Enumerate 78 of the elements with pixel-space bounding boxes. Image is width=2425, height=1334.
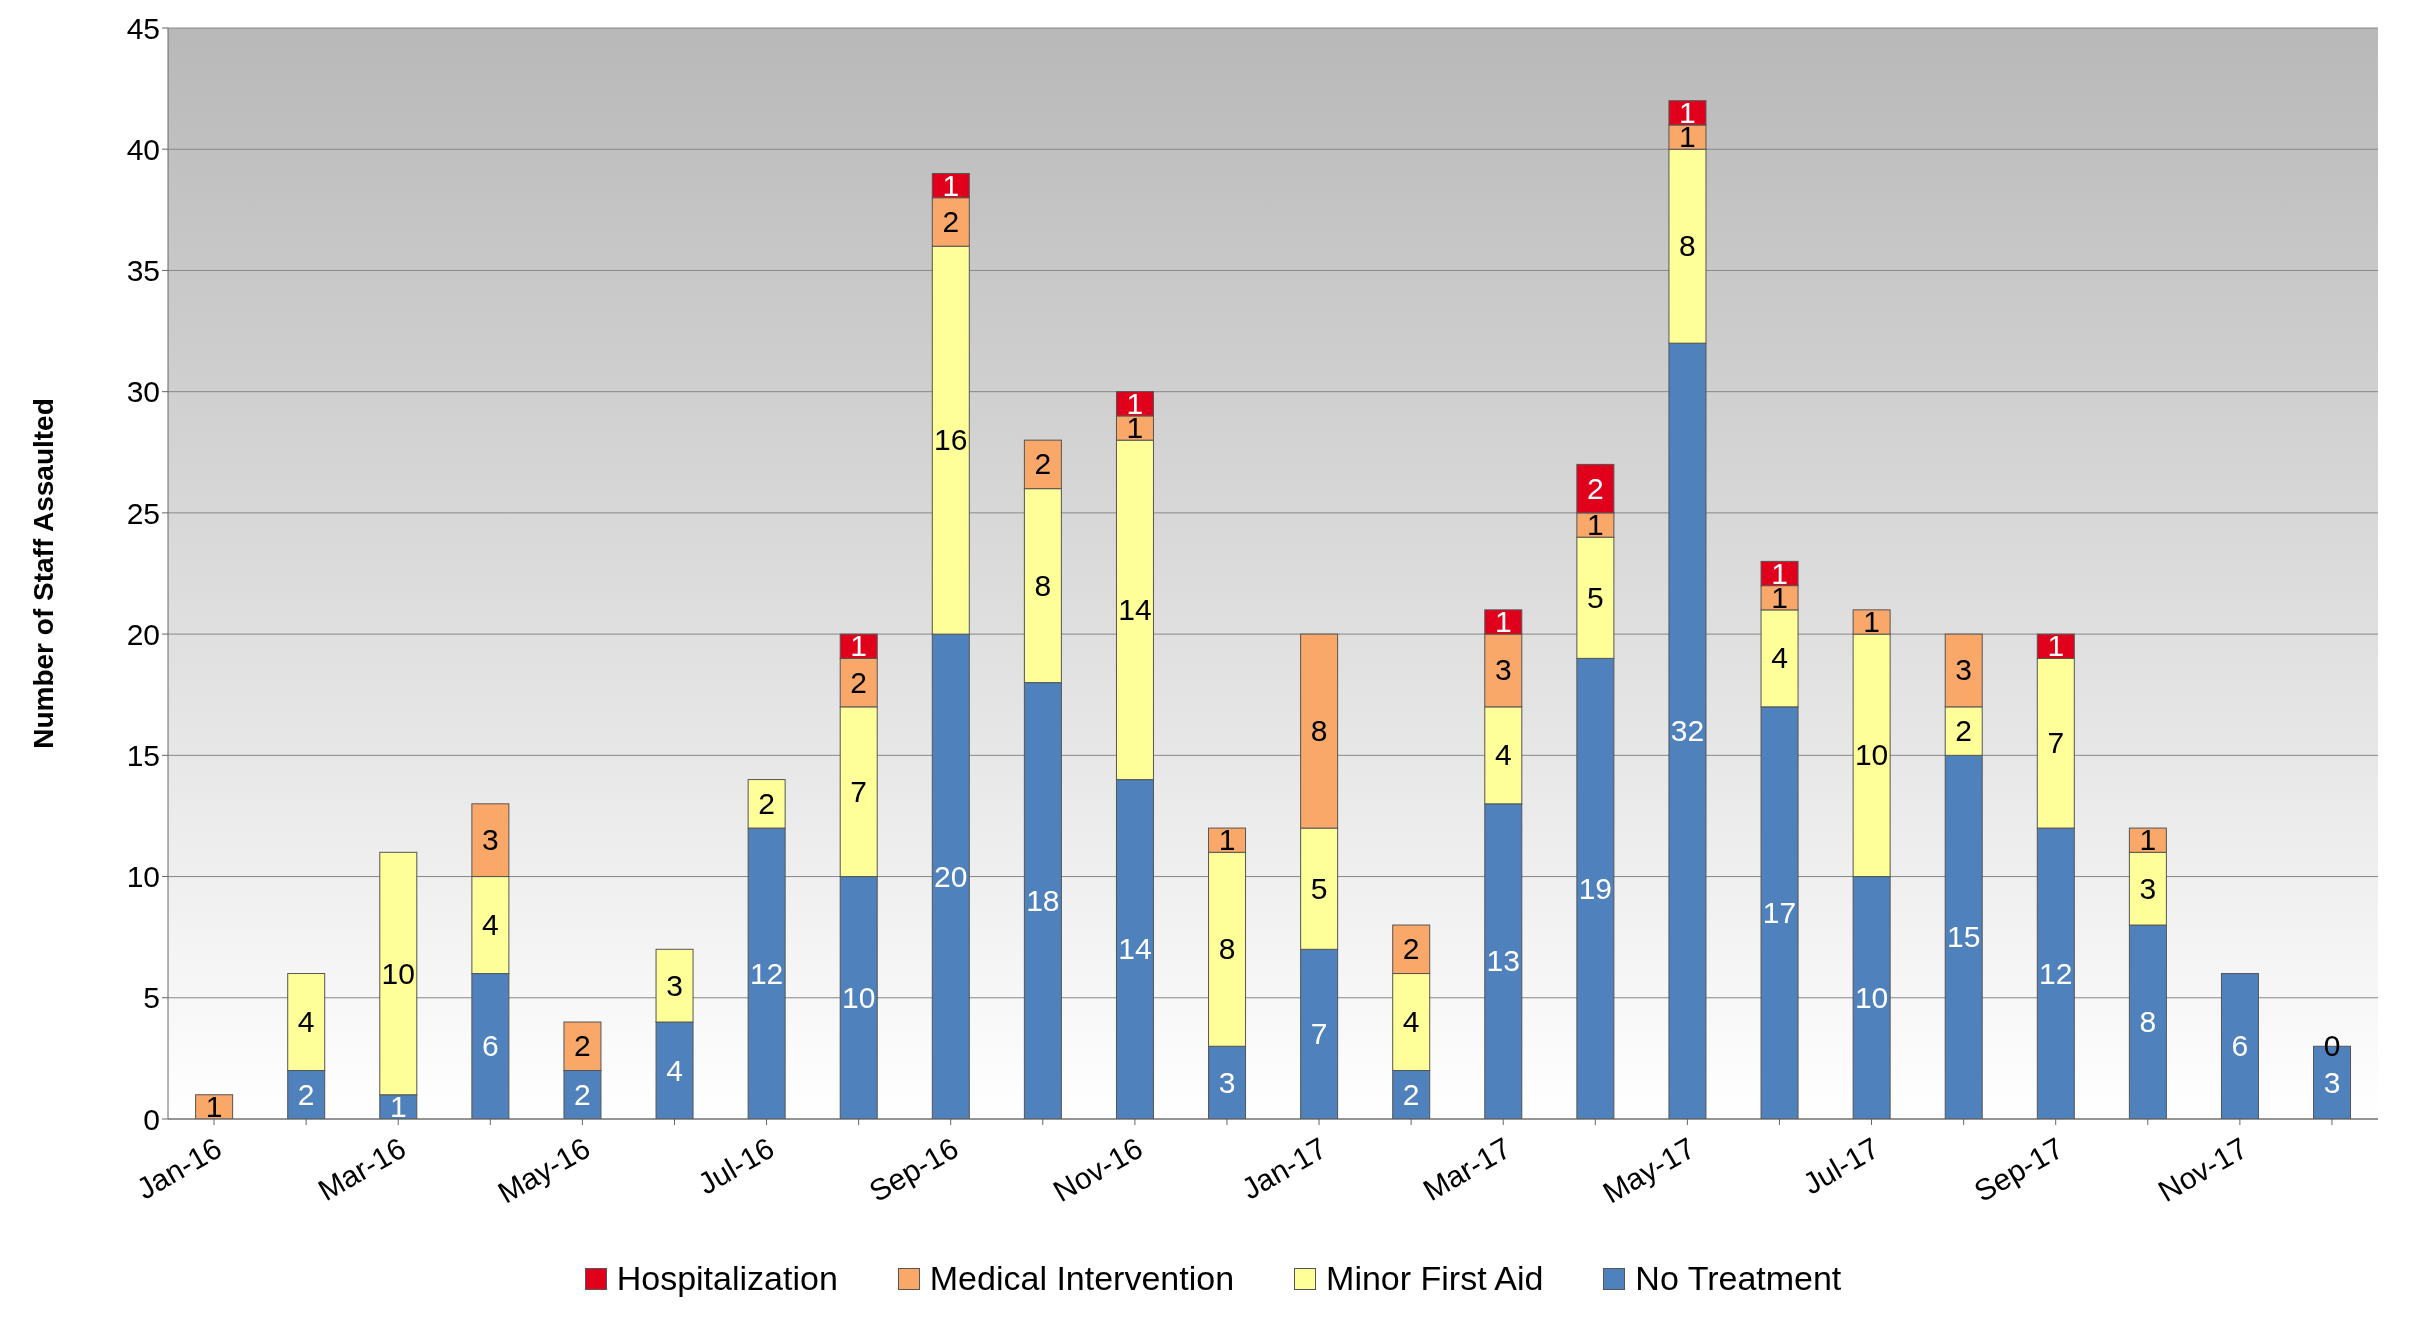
y-tick-label: 45	[126, 11, 160, 45]
data-label: 1	[205, 1089, 223, 1123]
data-label: 2	[574, 1029, 591, 1063]
data-label: 2	[1034, 447, 1052, 481]
data-label: 3	[666, 968, 683, 1002]
data-label: 1	[1587, 508, 1604, 542]
data-label: 3	[1494, 653, 1512, 687]
data-label: 2	[758, 786, 775, 820]
y-tick-label: 30	[126, 375, 160, 409]
y-tick-label: 5	[143, 981, 160, 1015]
y-axis-title: Number of Staff Assaulted	[27, 398, 59, 749]
data-label: 3	[1218, 1065, 1236, 1099]
y-tick-label: 20	[126, 617, 160, 651]
y-tick-label: 10	[126, 860, 160, 894]
data-label: 10	[1854, 738, 1889, 772]
data-label: 7	[2047, 726, 2065, 760]
data-label: 4	[666, 1053, 683, 1087]
data-label: 6	[482, 1029, 499, 1063]
data-label: 1	[1863, 604, 1880, 638]
data-label: 1	[1494, 604, 1512, 638]
data-label: 13	[1486, 944, 1520, 978]
data-label: 10	[381, 956, 415, 990]
data-label: 8	[1310, 714, 1328, 748]
data-label: 2	[574, 1077, 591, 1111]
data-label: 7	[1310, 1017, 1328, 1051]
data-label: 5	[1587, 580, 1604, 614]
y-tick-label: 25	[126, 496, 160, 530]
data-label: 3	[2139, 871, 2157, 905]
data-label: 1	[2139, 823, 2157, 857]
data-label: 2	[942, 204, 960, 238]
data-label: 7	[850, 774, 868, 808]
data-label: 14	[1118, 932, 1152, 966]
data-label: 8	[1034, 568, 1052, 602]
data-label: 17	[1762, 895, 1797, 929]
data-label: 20	[934, 859, 968, 893]
data-label: 12	[2039, 956, 2073, 990]
data-label: 1	[2047, 629, 2065, 663]
data-label: 19	[1578, 871, 1613, 905]
data-label: 4	[482, 908, 499, 942]
data-label: 2	[297, 1077, 315, 1111]
data-label: 18	[1026, 883, 1060, 917]
data-label: 5	[1310, 871, 1328, 905]
data-label: 10	[842, 980, 876, 1014]
data-label: 4	[1771, 641, 1788, 675]
data-label: 4	[1494, 738, 1512, 772]
y-tick-label: 15	[126, 738, 160, 772]
data-label: 1	[942, 168, 960, 202]
data-label: 32	[1670, 714, 1705, 748]
data-label: 10	[1854, 980, 1889, 1014]
y-tick-label: 40	[126, 132, 160, 166]
legend-label: Medical Intervention	[929, 1259, 1235, 1298]
data-label: 8	[1679, 229, 1696, 263]
data-label: 2	[1955, 714, 1973, 748]
data-label: 4	[297, 1005, 315, 1039]
data-label: 3	[482, 823, 499, 857]
data-label: 2	[1402, 1077, 1420, 1111]
y-tick-label: 35	[126, 254, 160, 288]
data-label: 2	[1402, 932, 1420, 966]
data-label: 1	[389, 1089, 407, 1123]
legend-label: No Treatment	[1635, 1259, 1842, 1298]
data-label: 12	[749, 956, 784, 990]
data-label: 14	[1118, 592, 1152, 626]
data-label: 8	[1218, 932, 1236, 966]
data-label: 4	[1402, 1005, 1420, 1039]
data-label: 8	[2139, 1005, 2157, 1039]
data-label: 1	[850, 629, 868, 663]
legend-label: Hospitalization	[616, 1259, 838, 1298]
legend-label: Minor First Aid	[1326, 1259, 1544, 1298]
data-label: 15	[1947, 920, 1981, 954]
data-label: 16	[934, 423, 968, 457]
data-label: 3	[2323, 1065, 2341, 1099]
data-label: 2	[1587, 471, 1604, 505]
data-label: 2	[850, 665, 868, 699]
data-label: 6	[2231, 1029, 2249, 1063]
bar	[2220, 973, 2259, 1119]
data-label: 3	[1955, 653, 1973, 687]
y-tick-label: 0	[143, 1102, 160, 1136]
data-label: 1	[1218, 823, 1236, 857]
